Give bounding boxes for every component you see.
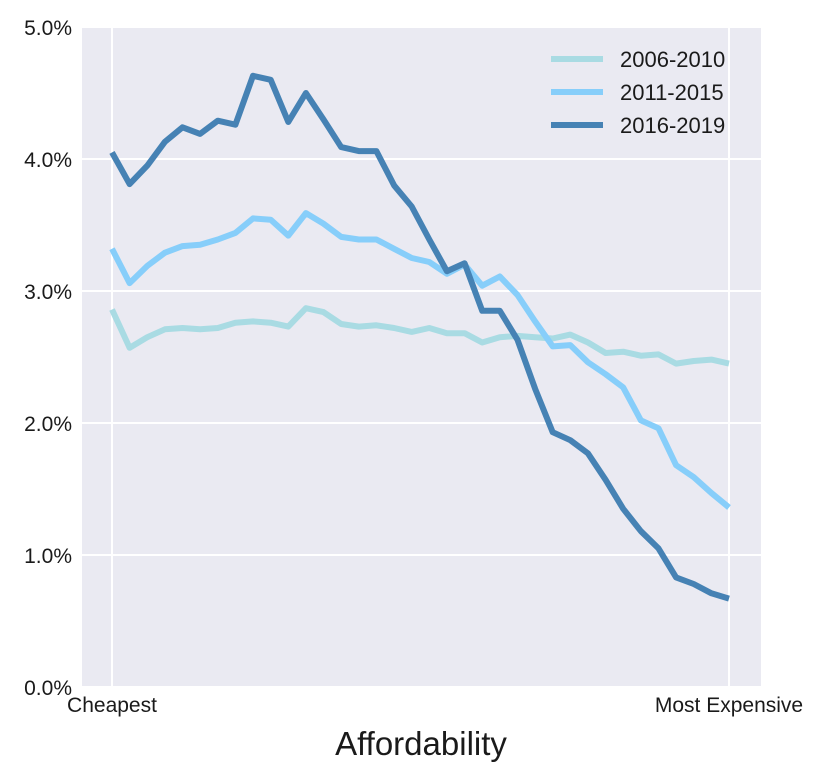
x-axis-ticks: Cheapest Most Expensive xyxy=(67,694,803,717)
x-axis-title: Affordability xyxy=(335,725,507,762)
legend: 2006-2010 2011-2015 2016-2019 xyxy=(551,47,725,138)
grid-lines xyxy=(82,26,761,688)
y-tick-label: 2.0% xyxy=(24,413,72,436)
legend-label: 2011-2015 xyxy=(620,80,724,105)
legend-label: 2016-2019 xyxy=(620,113,725,138)
series-line-2016-2019 xyxy=(109,72,730,602)
series-line-2006-2010 xyxy=(109,305,730,367)
legend-label: 2006-2010 xyxy=(620,47,725,72)
y-axis-ticks: 0.0% 1.0% 2.0% 3.0% 4.0% 5.0% xyxy=(24,17,72,700)
y-tick-label: 5.0% xyxy=(24,17,72,40)
x-tick-label: Most Expensive xyxy=(655,694,803,717)
x-tick-label: Cheapest xyxy=(67,694,157,717)
y-tick-label: 1.0% xyxy=(24,545,72,568)
y-tick-label: 4.0% xyxy=(24,149,72,172)
series-line-2011-2015 xyxy=(109,210,731,510)
series-lines xyxy=(109,72,731,602)
y-tick-label: 3.0% xyxy=(24,281,72,304)
y-tick-label: 0.0% xyxy=(24,677,72,700)
